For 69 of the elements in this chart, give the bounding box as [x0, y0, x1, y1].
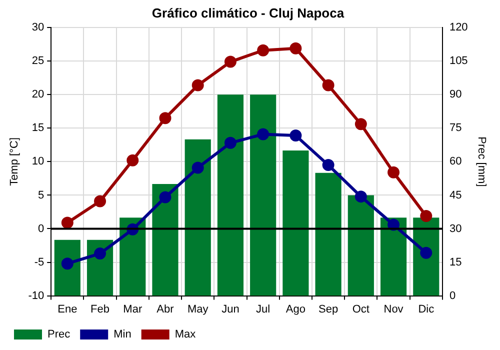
point — [61, 216, 74, 229]
point — [388, 218, 400, 231]
bar — [184, 139, 211, 296]
point — [159, 112, 172, 124]
y-tick-label: 15 — [32, 122, 44, 134]
point — [420, 246, 432, 259]
point — [224, 56, 236, 68]
point — [192, 79, 204, 92]
y2-tick-label: 60 — [449, 156, 462, 168]
legend-label: Prec — [48, 328, 71, 341]
y2-tick-label: 75 — [449, 122, 462, 134]
x-tick-label: Nov — [384, 303, 404, 316]
point — [388, 166, 400, 178]
point — [126, 154, 139, 166]
point — [224, 136, 236, 149]
y2-tick-label: 15 — [449, 256, 462, 268]
x-tick-label: Sep — [318, 303, 338, 316]
point — [290, 130, 302, 142]
bar — [348, 195, 374, 296]
y-axis-title: Temp [°C] — [8, 137, 21, 186]
x-tick-label: Oct — [352, 303, 370, 316]
point — [159, 191, 172, 204]
bar — [282, 150, 309, 296]
point — [354, 118, 367, 130]
legend-label: Max — [174, 328, 196, 341]
y-tick-label: 30 — [32, 22, 44, 34]
bar — [54, 240, 80, 296]
bar — [315, 172, 342, 296]
legend-label: Min — [114, 328, 132, 341]
y-tick-label: -5 — [34, 256, 44, 268]
point — [94, 248, 106, 260]
point — [257, 128, 270, 140]
y2-tick-label: 0 — [449, 290, 456, 302]
y-tick-label: 5 — [38, 189, 44, 202]
point — [322, 159, 334, 172]
point — [322, 79, 334, 92]
x-tick-label: Dic — [418, 303, 435, 316]
x-tick-label: Mar — [123, 303, 142, 316]
bar — [250, 94, 276, 296]
y2-tick-label: 90 — [449, 88, 462, 101]
x-tick-label: Jun — [222, 303, 240, 316]
y2-tick-label: 120 — [449, 22, 468, 34]
x-tick-label: Feb — [90, 303, 110, 316]
x-tick-label: May — [187, 303, 209, 316]
x-tick-label: Jul — [256, 303, 270, 316]
x-tick-label: Abr — [156, 303, 174, 316]
y-tick-label: 0 — [38, 222, 44, 235]
point — [290, 42, 302, 54]
point — [94, 195, 106, 208]
bar — [120, 218, 146, 296]
y-tick-label: 25 — [32, 55, 44, 68]
point — [257, 44, 270, 56]
y2-tick-label: 105 — [449, 55, 468, 68]
point — [192, 162, 204, 174]
y-tick-label: 10 — [32, 156, 44, 168]
y-tick-label: -10 — [28, 290, 44, 302]
y2-tick-label: 30 — [449, 222, 462, 235]
bar — [380, 218, 407, 296]
y-tick-label: 20 — [32, 88, 44, 101]
y2-axis-title: Prec [mm] — [475, 136, 488, 187]
point — [61, 258, 74, 270]
bar — [152, 184, 178, 296]
x-tick-label: Ago — [286, 303, 306, 316]
point — [354, 190, 367, 203]
point — [420, 210, 432, 222]
bar — [217, 94, 244, 296]
chart-title: Gráfico climático - Cluj Napoca — [152, 5, 345, 20]
y2-tick-label: 45 — [449, 189, 462, 202]
x-tick-label: Ene — [58, 303, 78, 316]
